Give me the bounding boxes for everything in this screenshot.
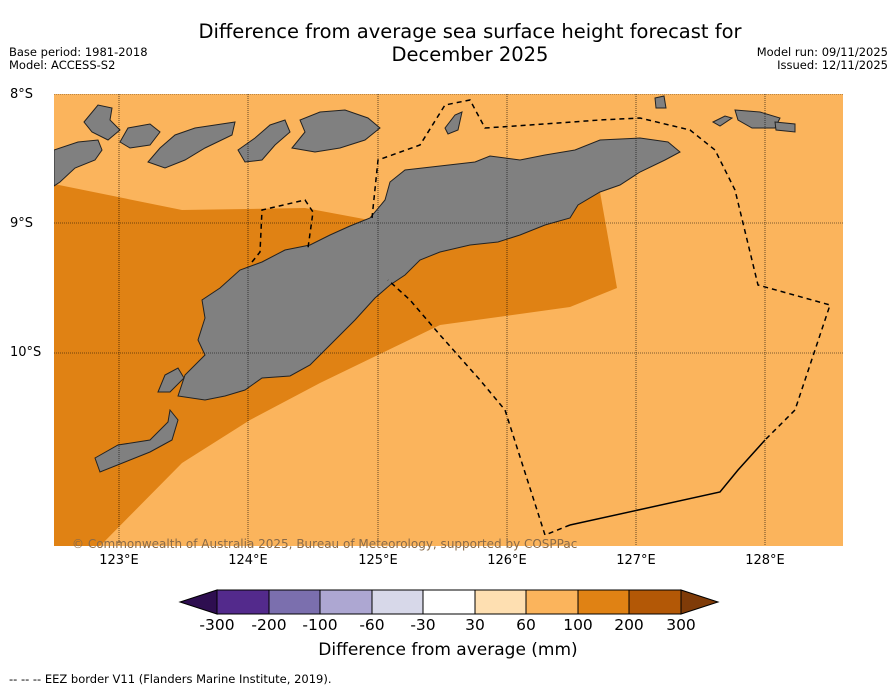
colorbar-tick-2: -100 (302, 616, 338, 634)
copyright-text: © Commonwealth of Australia 2025, Bureau… (72, 537, 578, 551)
colorbar-extend-high (680, 589, 720, 615)
lat-label-9s: 9°S (10, 216, 34, 231)
land-east-1 (654, 95, 667, 109)
land-timor (177, 137, 681, 401)
colorbar-seg-7 (525, 589, 579, 615)
lat-label-8s: 8°S (10, 87, 34, 102)
model-run-text: Model run: 09/11/2025 (756, 45, 888, 59)
colorbar-seg-6 (474, 589, 527, 615)
land-north-5 (237, 119, 291, 163)
title-line-1: Difference from average sea surface heig… (198, 20, 742, 43)
colorbar-seg-8 (577, 589, 630, 615)
colorbar-seg-4 (371, 589, 424, 615)
chart-title: Difference from average sea surface heig… (150, 20, 790, 66)
land-north-2 (83, 104, 121, 141)
colorbar-extend-low (178, 589, 218, 615)
colorbar-tick-7: 100 (563, 616, 593, 634)
land-north-4 (147, 121, 236, 169)
lon-label-123e: 123°E (99, 553, 139, 568)
colorbar-tick-3: -60 (359, 616, 385, 634)
lon-label-126e: 126°E (487, 553, 527, 568)
colorbar-tick-1: -200 (251, 616, 287, 634)
base-period-text: Base period: 1981-2018 (9, 45, 148, 59)
colorbar-tick-4: -30 (410, 616, 436, 634)
land-north-3 (119, 123, 161, 149)
land-wetar (444, 111, 463, 135)
land-east-4 (711, 115, 734, 127)
issued-text: Issued: 12/11/2025 (777, 58, 888, 72)
colorbar-tick-5: 30 (465, 616, 485, 634)
colorbar-tick-6: 60 (516, 616, 536, 634)
colorbar-seg-3 (319, 589, 373, 615)
land-north-6 (291, 109, 381, 153)
colorbar-seg-5 (422, 589, 476, 615)
land-rote (94, 408, 179, 473)
colorbar-tick-0: -300 (199, 616, 235, 634)
meta-right: Model run: 09/11/2025 Issued: 12/11/2025 (757, 46, 888, 72)
lon-label-128e: 128°E (745, 553, 785, 568)
colorbar-seg-2 (268, 589, 321, 615)
colorbar-title: Difference from average (mm) (318, 640, 578, 660)
sea-dark-orange-band (54, 184, 617, 546)
model-text: Model: ACCESS-S2 (9, 58, 116, 72)
land-east-3 (774, 121, 796, 133)
land-north-1 (54, 139, 103, 187)
eez-legend-text: -- -- -- EEZ border V11 (Flanders Marine… (9, 672, 332, 686)
lon-label-124e: 124°E (228, 553, 268, 568)
colorbar-tick-9: 300 (666, 616, 696, 634)
colorbar-seg-1 (216, 589, 270, 615)
land-alor-west (157, 367, 185, 393)
title-line-2: December 2025 (391, 43, 549, 66)
lat-label-10s: 10°S (10, 345, 42, 360)
gridlines (54, 94, 843, 546)
eez-border-west (251, 199, 314, 263)
lon-label-127e: 127°E (616, 553, 656, 568)
eez-border-main (371, 99, 831, 441)
colorbar-seg-9 (628, 589, 682, 615)
lon-label-125e: 125°E (358, 553, 398, 568)
land-east-2 (734, 109, 781, 129)
eez-border-solid (569, 439, 766, 526)
meta-left: Base period: 1981-2018 Model: ACCESS-S2 (9, 46, 148, 72)
colorbar-tick-8: 200 (614, 616, 644, 634)
